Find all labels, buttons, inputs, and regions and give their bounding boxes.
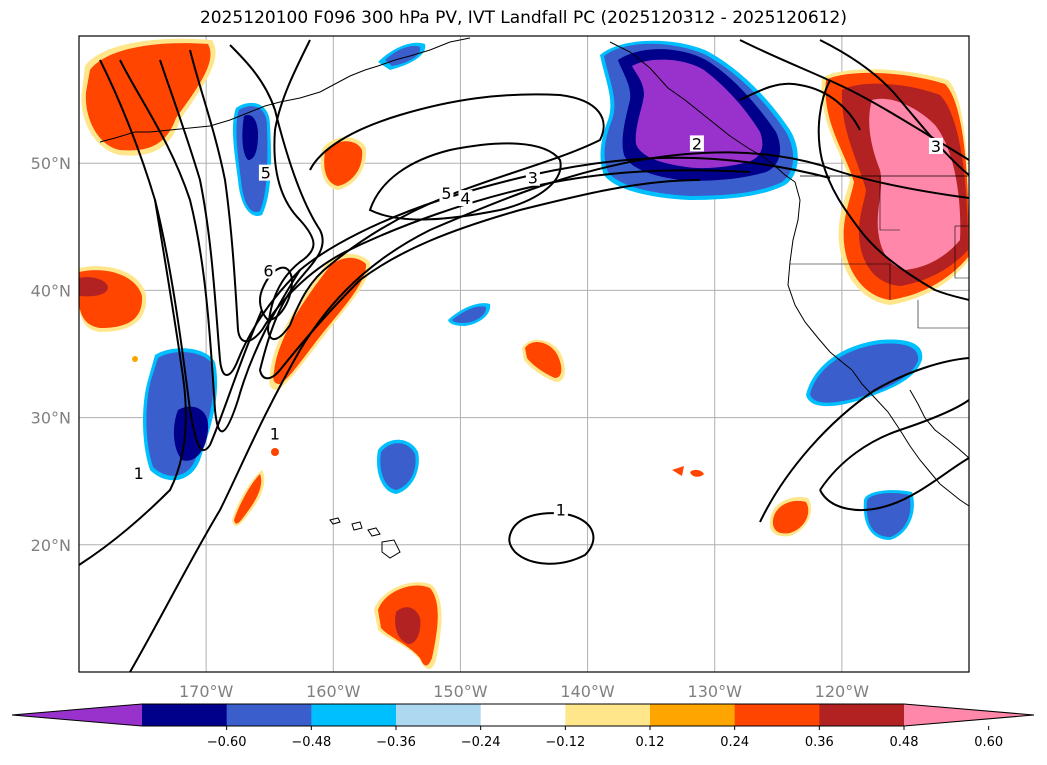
lon-label: 130°W [688, 682, 743, 701]
pos-dot3 [672, 466, 684, 476]
pos-dot [132, 356, 138, 362]
contour-label: 1 [556, 501, 566, 520]
colorbar-segment [311, 704, 397, 726]
contour-label: 2 [692, 134, 702, 153]
lat-label: 50°N [31, 154, 71, 173]
contour-label: 3 [528, 169, 538, 188]
colorbar-segment [734, 704, 820, 726]
lat-label: 20°N [31, 536, 71, 555]
lon-label: 160°W [306, 682, 361, 701]
neg-anomaly-gulf-alaska [600, 40, 798, 201]
contour-label-bg [458, 190, 473, 207]
lat-label: 40°N [31, 281, 71, 300]
colorbar-tick-label: −0.12 [545, 735, 585, 750]
colorbar-tick-label: 0.48 [890, 735, 919, 750]
colorbar-extend-high [904, 704, 1034, 726]
pos-anomaly-160w [320, 137, 367, 190]
lon-label: 140°W [560, 682, 615, 701]
lon-label: 120°W [815, 682, 870, 701]
contour-label: 4 [460, 189, 470, 208]
contour-label-bg [525, 169, 540, 186]
colorbar-tick-label: −0.24 [461, 735, 501, 750]
colorbar-extend-low [12, 704, 142, 726]
contour-label: 5 [441, 184, 451, 203]
colorbar-tick-label: 0.24 [720, 735, 749, 750]
contour-label-bg [439, 185, 454, 201]
colorbar-segment [142, 704, 228, 726]
coastlines [99, 37, 969, 559]
colorbar-segment [226, 704, 312, 726]
contour-label: 1 [134, 464, 144, 483]
colorbar-segment [650, 704, 736, 726]
colorbar-segment [396, 704, 482, 726]
colorbar-segment [565, 704, 651, 726]
contour-label: 1 [270, 424, 280, 443]
colorbar-tick-label: −0.60 [207, 735, 247, 750]
contour-label-bg [928, 137, 943, 154]
contour-1-small [508, 512, 595, 565]
colorbar-segment [819, 704, 905, 726]
pos-anomaly-south [374, 582, 442, 669]
contour-label: 5 [261, 164, 271, 183]
contour-label-bg [261, 262, 276, 279]
neg-anomaly-mexico [863, 490, 914, 540]
pv-contours [79, 39, 969, 672]
map-frame [78, 35, 970, 673]
pos-dot2 [271, 448, 279, 456]
colorbar-tick-label: −0.36 [376, 735, 416, 750]
contour-label-bg [131, 464, 146, 481]
pos-anomaly-baja-w [769, 496, 812, 537]
neg-anomaly-165w [232, 102, 272, 216]
colorbar-tick-label: 0.60 [974, 735, 1003, 750]
pos-anomaly-w40 [79, 266, 147, 332]
latitude-labels: 50°N 40°N 30°N 20°N [31, 154, 71, 555]
contour-label-bg [258, 164, 273, 181]
colorbar-tick-label: 0.36 [805, 735, 834, 750]
pos-anomaly-small-s [232, 470, 265, 526]
longitude-labels: 170°W 160°W 150°W 140°W 130°W 120°W [179, 682, 869, 701]
colorbar-segment [480, 704, 566, 726]
pos-anomaly-nw [81, 38, 216, 156]
contour-label: 3 [931, 137, 941, 156]
contour-label-bg [553, 501, 568, 518]
pos-anomaly-mid [522, 339, 565, 382]
colorbar-outline [11, 703, 1035, 727]
contour-label-bg [689, 135, 704, 152]
lat-label: 30°N [31, 409, 71, 428]
contour-label: 6 [263, 262, 273, 281]
colorbar: −0.60 −0.48 −0.36 −0.24 −0.12 0.12 0.24 0.36 0.4… [11, 703, 1035, 750]
neg-anomaly-hawaii-n [376, 439, 419, 494]
contour-1-jet [129, 151, 969, 672]
contour-label-bg [267, 425, 282, 442]
lon-label: 150°W [433, 682, 488, 701]
colorbar-tick-label: −0.48 [291, 735, 331, 750]
contour-1-west [79, 59, 187, 566]
page-title: 2025120100 F096 300 hPa PV, IVT Landfall… [199, 8, 847, 28]
colorbar-tick-label: 0.12 [636, 735, 665, 750]
lon-label: 170°W [179, 682, 234, 701]
